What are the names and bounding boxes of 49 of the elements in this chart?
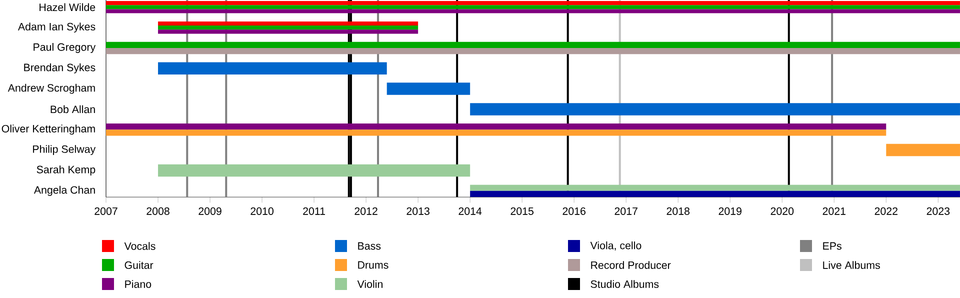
x-tick-label: 2013: [406, 207, 430, 215]
legend-label: Live Albums: [823, 261, 880, 269]
legend-label: Drums: [358, 261, 388, 269]
y-tick-label: Paul Gregory: [34, 43, 96, 53]
x-tick-label: 2012: [354, 207, 378, 215]
x-tick-label: 2010: [250, 207, 274, 215]
x-tick-label: 2009: [198, 207, 222, 215]
x-tick-label: 2007: [94, 207, 118, 215]
bar: [470, 190, 960, 197]
bar: [106, 48, 960, 54]
y-tick-label: Oliver Ketteringham: [2, 124, 95, 135]
bar: [106, 1, 960, 6]
y-tick-label: Hazel Wilde: [40, 3, 96, 12]
legend-label: Vocals: [124, 242, 156, 250]
x-tick-label: 2011: [303, 207, 325, 215]
bar: [158, 62, 387, 75]
y-tick-label: Bob Allan: [50, 105, 95, 114]
legend-label: Violin: [357, 280, 382, 288]
y-tick-label: Adam Ian Sykes: [18, 22, 96, 33]
bar: [386, 82, 470, 95]
legend-label: Viola, cello: [590, 241, 642, 251]
legend-label: Record Producer: [591, 261, 671, 269]
x-tick-label: 2022: [874, 207, 898, 215]
x-tick-label: 2008: [146, 207, 170, 215]
y-tick-label: Andrew Scrogham: [8, 84, 95, 94]
bar: [106, 9, 960, 14]
x-tick-label: 2023: [926, 207, 950, 215]
y-tick-label: Angela Chan: [34, 186, 95, 196]
y-tick-label: Sarah Kemp: [36, 165, 96, 176]
bar: [158, 26, 418, 30]
legend-label: Guitar: [124, 261, 154, 269]
legend-label: Piano: [125, 280, 152, 288]
x-tick-label: 2021: [822, 207, 846, 215]
x-tick-label: 2019: [718, 207, 742, 215]
legend-label: Studio Albums: [590, 280, 659, 288]
bar: [470, 103, 960, 116]
legend-label: Bass: [358, 242, 381, 250]
x-tick-label: 2018: [666, 207, 690, 215]
bar: [158, 21, 418, 26]
x-tick-label: 2016: [562, 207, 586, 215]
x-tick-label: 2015: [510, 207, 534, 215]
x-tick-label: 2017: [614, 207, 638, 215]
bar: [158, 30, 418, 34]
y-tick-label: Philip Selway: [33, 145, 96, 156]
legend-label: EPs: [823, 242, 842, 250]
x-tick-label: 2020: [770, 207, 794, 215]
bar: [106, 5, 960, 10]
y-tick-label: Brendan Sykes: [24, 63, 96, 74]
x-tick-label: 2014: [458, 207, 482, 215]
